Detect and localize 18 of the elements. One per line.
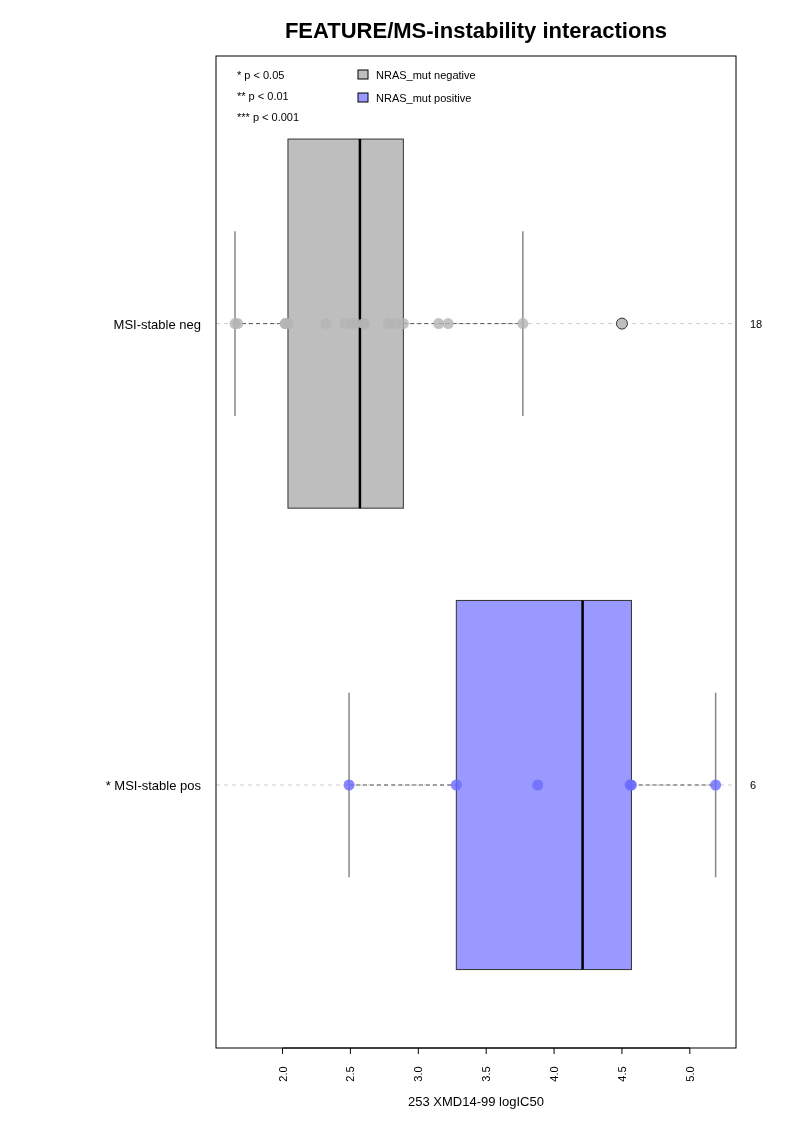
- chart-title: FEATURE/MS-instability interactions: [284, 18, 668, 43]
- annotation: ** p < 0.01: [237, 90, 289, 102]
- x-tick-label: 2.5: [344, 1066, 357, 1082]
- x-tick-label: 3.5: [480, 1066, 493, 1082]
- x-tick-label: 2.0: [276, 1066, 289, 1082]
- legend-label: NRAS_mut negative: [376, 69, 476, 81]
- legend-label: NRAS_mut positive: [376, 92, 472, 104]
- x-tick-label: 3.0: [412, 1066, 425, 1082]
- x-axis-title: 253 XMD14-99 logIC50: [408, 1094, 544, 1109]
- text: 18: [750, 317, 763, 330]
- text: 6: [750, 779, 757, 791]
- y-tick-label: * MSI-stable pos: [105, 778, 202, 793]
- annotation: * p < 0.05: [237, 69, 285, 81]
- x-tick-label: 4.5: [615, 1066, 628, 1082]
- x-tick-label: 5.0: [683, 1066, 696, 1082]
- y-tick-label: MSI-stable neg: [113, 316, 201, 332]
- x-tick-label: 4.0: [548, 1066, 561, 1082]
- annotation: *** p < 0.001: [237, 111, 300, 123]
